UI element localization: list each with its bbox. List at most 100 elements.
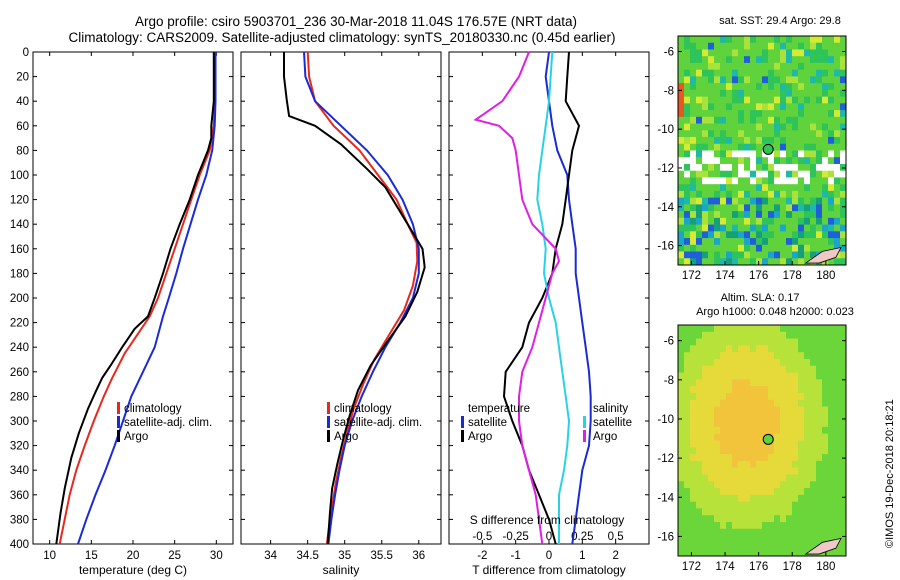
map-cell: [816, 331, 823, 340]
map-cell: [678, 467, 685, 475]
map-cell: [798, 447, 805, 455]
map-cell: [840, 365, 847, 374]
map-cell: [684, 413, 691, 421]
map-cell: [810, 130, 817, 138]
map-cell: [696, 406, 703, 414]
map-cell: [816, 481, 823, 489]
map-cell: [786, 184, 793, 192]
map-cell: [684, 365, 691, 374]
map-cell: [822, 211, 829, 219]
map-cell: [774, 116, 781, 125]
map-cell: [744, 379, 751, 387]
map-cell: [822, 217, 829, 226]
map-cell: [798, 379, 805, 387]
map-cell: [828, 372, 835, 380]
map-cell: [834, 460, 841, 469]
map-cell: [822, 197, 829, 205]
map-cell: [804, 474, 811, 482]
map-cell: [768, 170, 775, 178]
map-cell: [684, 467, 691, 475]
map-cell: [798, 130, 805, 138]
map-cell: [720, 170, 727, 178]
map-cell: [834, 130, 841, 138]
map-cell: [840, 392, 847, 401]
map-cell: [714, 528, 721, 537]
map-cell: [732, 508, 739, 516]
map-cell: [690, 467, 697, 475]
map-cell: [780, 89, 787, 98]
map-cell: [810, 49, 817, 57]
map-cell: [678, 231, 685, 239]
map-cell: [756, 406, 763, 414]
map-cell: [786, 110, 793, 118]
y-tick-label: 320: [10, 441, 29, 453]
map-cell: [756, 150, 763, 158]
map-cell: [726, 420, 733, 428]
map-cell: [768, 110, 775, 118]
map-cell: [732, 501, 739, 509]
map-cell: [810, 163, 817, 172]
map-cell: [762, 515, 769, 523]
map-cell: [702, 345, 709, 353]
map-cell: [708, 481, 715, 489]
map-cell: [690, 224, 697, 232]
map-cell: [720, 379, 727, 387]
map-cell: [816, 62, 823, 71]
map-cell: [834, 150, 841, 158]
map-cell: [714, 76, 721, 84]
map-cell: [720, 251, 727, 259]
map-cell: [702, 224, 709, 232]
map-cell: [684, 331, 691, 340]
map-cell: [828, 515, 835, 523]
map-cell: [774, 481, 781, 489]
map-cell: [744, 488, 751, 496]
map-cell: [816, 413, 823, 421]
map-cell: [816, 345, 823, 353]
legend-label-s-argo: Argo: [593, 431, 617, 443]
map-cell: [780, 474, 787, 482]
map-cell: [828, 231, 835, 239]
map-cell: [810, 454, 817, 462]
x-tick-label: 2: [612, 550, 618, 562]
map-cell: [684, 420, 691, 428]
map-cell: [774, 110, 781, 118]
map-cell: [696, 177, 703, 185]
map-cell: [726, 83, 733, 91]
map-cell: [708, 197, 715, 205]
map-cell: [762, 150, 769, 158]
map-cell: [834, 467, 841, 475]
map-cell: [744, 501, 751, 509]
map-cell: [750, 177, 757, 185]
map-cell: [780, 244, 787, 253]
map-cell: [720, 123, 727, 131]
map-cell: [810, 379, 817, 387]
map-cell: [732, 217, 739, 226]
map-cell: [768, 338, 775, 346]
map-cell: [804, 331, 811, 340]
map-cell: [804, 426, 811, 435]
map-cell: [828, 110, 835, 118]
map-cell: [828, 62, 835, 71]
map-cell: [768, 150, 775, 158]
map-cell: [828, 413, 835, 421]
map-cell: [780, 494, 787, 503]
y-tick-label: 280: [10, 391, 29, 403]
map-cell: [786, 123, 793, 131]
map-cell: [774, 331, 781, 340]
map-cell: [744, 49, 751, 57]
legend-label-satellite: satellite-adj. clim.: [124, 417, 212, 429]
map-cell: [738, 244, 745, 253]
map-cell: [840, 103, 847, 111]
map-cell: [690, 522, 697, 530]
map-cell: [750, 494, 757, 503]
map-cell: [690, 515, 697, 523]
map-cell: [714, 251, 721, 259]
map-cell: [750, 426, 757, 435]
map-cell: [708, 123, 715, 131]
map-cell: [750, 157, 757, 165]
map-cell: [738, 549, 745, 557]
map-x-tick-label: 180: [816, 270, 835, 282]
map-cell: [804, 62, 811, 71]
map-cell: [756, 56, 763, 64]
map-cell: [738, 352, 745, 360]
